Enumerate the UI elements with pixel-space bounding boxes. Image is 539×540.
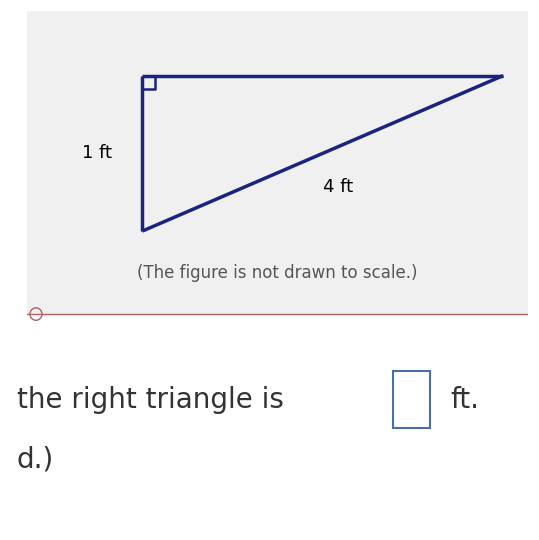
Text: the right triangle is: the right triangle is: [17, 386, 284, 414]
Text: (The figure is not drawn to scale.): (The figure is not drawn to scale.): [137, 264, 418, 281]
Text: 4 ft: 4 ft: [323, 178, 353, 196]
Text: d.): d.): [17, 445, 54, 473]
Bar: [393, 371, 431, 428]
Text: 1 ft: 1 ft: [82, 144, 112, 163]
Text: ft.: ft.: [451, 386, 480, 414]
Bar: [27, 11, 528, 314]
